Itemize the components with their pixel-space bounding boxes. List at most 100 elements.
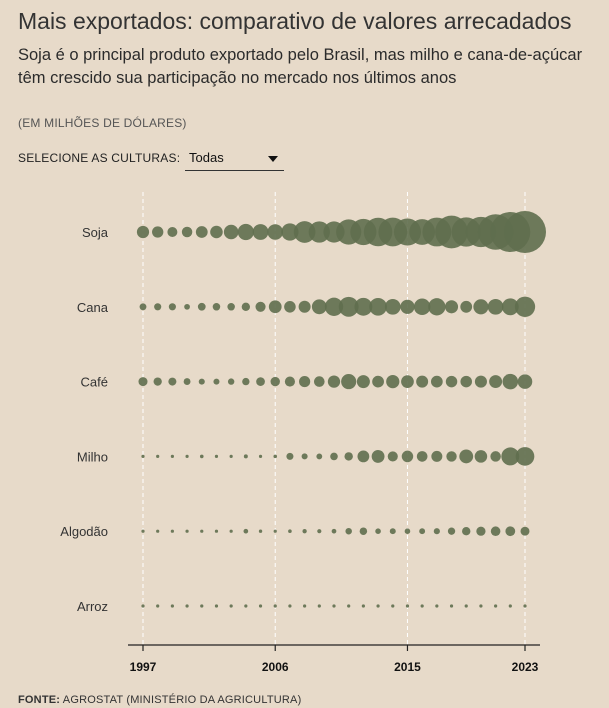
bubble-point bbox=[288, 604, 292, 608]
bubble-point bbox=[227, 378, 235, 385]
bubble-point bbox=[405, 604, 410, 608]
bubble-point bbox=[387, 451, 398, 462]
bubble-point bbox=[212, 303, 221, 311]
bubble-point bbox=[214, 604, 219, 608]
bubble-point bbox=[324, 297, 344, 316]
bubble-point bbox=[141, 604, 145, 608]
bubble-point bbox=[273, 454, 278, 459]
bubble-point bbox=[167, 227, 178, 237]
bubble-point bbox=[243, 454, 248, 459]
crop-selector-value: Todas bbox=[189, 150, 224, 165]
bubble-point bbox=[416, 375, 429, 388]
bubble-point bbox=[199, 454, 204, 459]
bubble-point bbox=[273, 529, 277, 533]
bubble-point bbox=[449, 604, 454, 608]
row-label: Arroz bbox=[77, 599, 108, 614]
caret-down-icon bbox=[268, 156, 278, 162]
bubble-point bbox=[430, 375, 443, 388]
bubble-point bbox=[258, 604, 263, 608]
bubble-point bbox=[369, 297, 387, 316]
x-tick-label: 2023 bbox=[512, 660, 539, 674]
bubble-point bbox=[386, 374, 400, 389]
bubble-point bbox=[490, 526, 501, 536]
row-label: Cana bbox=[77, 300, 109, 315]
bubble-point bbox=[361, 604, 365, 608]
bubble-point bbox=[214, 454, 219, 458]
bubble-point bbox=[372, 375, 384, 388]
bubble-point bbox=[487, 298, 504, 315]
bubble-point bbox=[332, 604, 336, 608]
bubble-point bbox=[136, 225, 150, 239]
bubble-point bbox=[288, 529, 292, 533]
bubble-point bbox=[357, 450, 370, 463]
bubble-point bbox=[213, 378, 220, 385]
bubble-point bbox=[243, 528, 249, 534]
x-tick-label: 1997 bbox=[130, 660, 157, 674]
bubble-point bbox=[170, 529, 174, 533]
bubble-point bbox=[445, 300, 459, 314]
bubble-point bbox=[170, 454, 174, 458]
bubble-point bbox=[413, 298, 431, 316]
bubble-point bbox=[229, 529, 233, 533]
bubble-point bbox=[327, 375, 341, 388]
bubble-point bbox=[197, 302, 206, 311]
bubble-point bbox=[520, 526, 530, 536]
bubble-point bbox=[227, 303, 235, 311]
bubble-point bbox=[270, 376, 280, 387]
bubble-point bbox=[345, 527, 352, 535]
bubble-point bbox=[293, 221, 316, 243]
bubble-point bbox=[141, 454, 145, 458]
bubble-point bbox=[301, 453, 308, 460]
bubble-point bbox=[195, 226, 208, 238]
bubble-point bbox=[185, 529, 189, 533]
bubble-point bbox=[384, 298, 401, 315]
bubble-point bbox=[344, 452, 353, 461]
bubble-point bbox=[473, 299, 489, 315]
bubble-point bbox=[170, 604, 174, 608]
bubble-point bbox=[156, 529, 160, 533]
bubble-point bbox=[281, 223, 299, 241]
bubble-point bbox=[237, 223, 254, 241]
bubble-point bbox=[241, 302, 251, 311]
bubble-point bbox=[359, 527, 368, 535]
bubble-point bbox=[462, 527, 471, 536]
bubble-point bbox=[256, 377, 265, 386]
bubble-point bbox=[298, 300, 311, 313]
bubble-point bbox=[416, 451, 428, 462]
chart-subtitle: Soja é o principal produto exportado pel… bbox=[18, 46, 583, 87]
crop-selector-dropdown[interactable]: Todas bbox=[185, 147, 284, 171]
bubble-point bbox=[314, 376, 325, 387]
bubble-point bbox=[445, 375, 458, 388]
bubble-point bbox=[459, 449, 474, 464]
bubble-point bbox=[141, 529, 145, 533]
bubble-point bbox=[268, 300, 282, 314]
bubble-point bbox=[183, 378, 191, 386]
bubble-point bbox=[476, 526, 486, 536]
bubble-point bbox=[330, 452, 338, 461]
bubble-point bbox=[523, 604, 527, 608]
chart-title: Mais exportados: comparativo de valores … bbox=[18, 8, 572, 34]
bubble-point bbox=[490, 451, 501, 462]
bubble-point bbox=[223, 224, 239, 240]
bubble-point bbox=[389, 528, 396, 535]
bubble-point bbox=[317, 604, 321, 608]
bubble-point bbox=[286, 452, 294, 460]
bubble-point bbox=[184, 303, 190, 310]
bubble-point bbox=[460, 300, 473, 313]
bubble-point bbox=[244, 604, 248, 608]
bubble-point bbox=[354, 297, 373, 316]
bubble-point bbox=[404, 528, 411, 534]
bubble-point bbox=[316, 453, 323, 460]
bubble-point bbox=[501, 447, 520, 466]
row-label: Milho bbox=[77, 449, 108, 464]
x-tick-label: 2015 bbox=[394, 660, 421, 674]
bubble-point bbox=[200, 529, 204, 533]
bubble-point bbox=[431, 450, 443, 462]
bubble-point bbox=[299, 376, 311, 388]
bubble-point bbox=[401, 450, 414, 463]
bubble-point bbox=[347, 604, 351, 608]
unit-note: (EM MILHÕES DE DÓLARES) bbox=[18, 116, 187, 130]
row-label: Soja bbox=[82, 225, 109, 240]
bubble-point bbox=[435, 604, 439, 608]
bubble-point bbox=[152, 226, 164, 238]
